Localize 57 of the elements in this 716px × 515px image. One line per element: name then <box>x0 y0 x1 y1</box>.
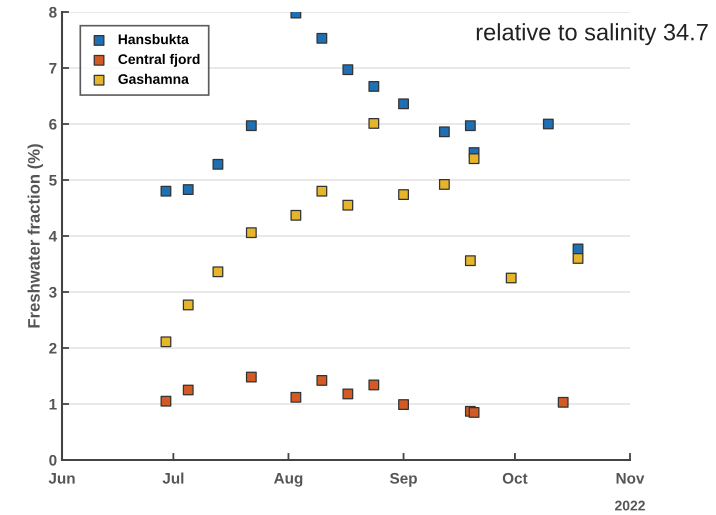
point <box>438 179 450 190</box>
point <box>212 266 224 278</box>
point <box>342 200 354 211</box>
point <box>572 252 584 264</box>
point <box>438 126 450 138</box>
point <box>316 32 328 44</box>
y-tick-label: 4 <box>48 231 58 242</box>
legend-label: Central fjord <box>118 54 200 67</box>
point <box>398 98 409 110</box>
point <box>368 118 380 129</box>
point <box>368 380 380 390</box>
point <box>342 64 354 76</box>
x-tick-label: Aug <box>274 472 302 487</box>
legend-label: Gashamna <box>118 74 189 84</box>
point <box>182 299 194 310</box>
y-tick-label: 5 <box>49 175 57 186</box>
point <box>160 336 172 348</box>
point <box>506 272 517 284</box>
x-tick-label: Jul <box>162 472 184 484</box>
point <box>246 120 257 132</box>
point <box>468 153 480 164</box>
point <box>368 81 380 92</box>
x-tick-label: Sep <box>390 472 417 487</box>
point <box>212 158 224 170</box>
x-axis-title: 2022 <box>615 500 645 511</box>
point <box>398 399 409 410</box>
y-tick-label: 1 <box>50 399 57 410</box>
point <box>160 396 172 407</box>
point <box>316 375 328 386</box>
point <box>182 184 194 195</box>
point <box>542 118 554 130</box>
point <box>182 384 194 396</box>
point <box>468 406 480 418</box>
x-tick-label: Oct <box>502 472 528 484</box>
y-tick-label: 6 <box>49 118 57 130</box>
y-tick-label: 7 <box>49 63 56 74</box>
point <box>316 186 328 197</box>
point <box>464 120 476 132</box>
y-tick-label: 3 <box>48 286 57 298</box>
point <box>246 372 257 383</box>
annotation: relative to salinity 34.7 <box>476 23 708 46</box>
point <box>464 255 476 266</box>
point <box>572 243 584 254</box>
x-tick-label: Jun <box>48 473 75 484</box>
point <box>290 210 302 221</box>
y-axis-title: Freshwater fraction (%) <box>28 144 44 328</box>
y-tick-label: 0 <box>49 454 57 466</box>
y-tick-label: 8 <box>49 6 57 18</box>
y-tick-label: 2 <box>49 342 57 354</box>
point <box>246 227 257 238</box>
point <box>290 392 302 403</box>
point <box>160 186 172 197</box>
point <box>342 388 354 400</box>
legend-label: Hansbukta <box>118 34 189 44</box>
x-tick-label: Nov <box>616 473 644 484</box>
point <box>558 396 569 408</box>
point <box>398 189 409 200</box>
